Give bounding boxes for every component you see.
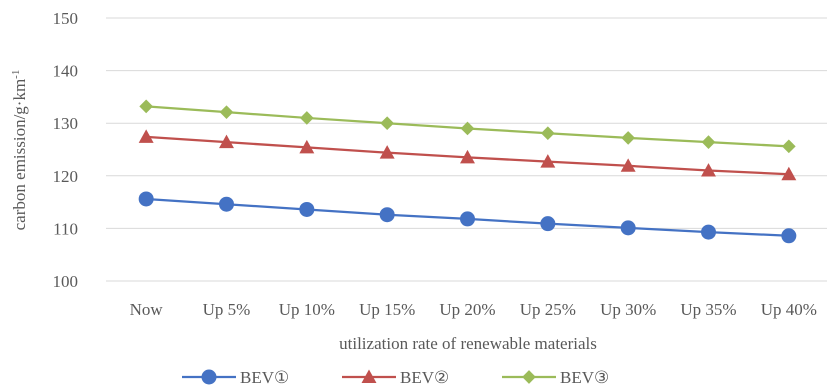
gridlines: [106, 17, 827, 282]
data-point: [139, 99, 153, 114]
y-axis-title: carbon emission/g·km-1: [10, 70, 29, 231]
data-point: [782, 139, 796, 154]
data-point: [541, 126, 555, 141]
data-point: [219, 105, 234, 119]
data-point: [540, 154, 556, 168]
data-point: [219, 134, 234, 149]
data-point: [138, 129, 154, 143]
data-point: [379, 207, 395, 223]
data-point: [299, 139, 315, 154]
y-axis-title-superscript: -1: [10, 70, 22, 79]
legend-marker: [201, 369, 217, 385]
x-tick-label: Up 10%: [279, 300, 335, 319]
data-point: [701, 135, 716, 149]
data-point: [701, 163, 716, 177]
x-tick-label: Up 20%: [439, 300, 495, 319]
series-1: [138, 191, 797, 244]
data-point: [138, 191, 154, 207]
data-point: [300, 111, 314, 125]
series-lines: [138, 99, 797, 244]
legend-label: BEV③: [560, 368, 609, 387]
legend-entry: BEV①: [182, 368, 289, 387]
data-point: [620, 158, 636, 172]
y-axis-title-main: carbon emission/g·km: [10, 79, 29, 231]
legend-label: BEV①: [240, 368, 289, 387]
data-point: [781, 228, 797, 244]
x-tick-label: Up 30%: [600, 300, 656, 319]
x-tick-label: Now: [130, 300, 164, 319]
data-point: [460, 149, 475, 164]
data-point: [379, 145, 395, 159]
data-point: [781, 166, 797, 181]
data-point: [219, 196, 234, 212]
y-tick-label: 100: [53, 272, 79, 291]
legend-marker: [522, 370, 536, 384]
data-point: [701, 224, 716, 240]
data-point: [620, 220, 636, 236]
series-3: [139, 99, 796, 154]
legend-entry: BEV②: [342, 368, 449, 387]
series-2: [138, 129, 797, 181]
y-tick-label: 120: [53, 167, 79, 186]
x-tick-label: Up 40%: [761, 300, 817, 319]
x-axis-title: utilization rate of renewable materials: [339, 334, 597, 353]
y-axis-ticks: 100 110 120 130 140 150: [53, 9, 79, 291]
data-point: [380, 116, 394, 131]
legend-marker: [361, 369, 377, 383]
x-axis-ticks: Now Up 5% Up 10% Up 15% Up 20% Up 25% Up 30% Up…: [130, 300, 817, 319]
data-point: [299, 201, 315, 217]
legend: BEV① BEV② BEV③: [182, 368, 609, 387]
data-point: [460, 211, 475, 227]
legend-entry: BEV③: [502, 368, 609, 387]
y-tick-label: 110: [53, 219, 78, 238]
y-tick-label: 150: [53, 9, 79, 28]
x-tick-label: Up 25%: [520, 300, 576, 319]
x-tick-label: Up 15%: [359, 300, 415, 319]
x-tick-label: Up 5%: [203, 300, 251, 319]
x-tick-label: Up 35%: [680, 300, 736, 319]
y-tick-label: 140: [53, 62, 79, 81]
legend-label: BEV②: [400, 368, 449, 387]
data-point: [540, 216, 556, 232]
y-tick-label: 130: [53, 114, 79, 133]
data-point: [621, 131, 635, 145]
data-point: [460, 121, 475, 136]
